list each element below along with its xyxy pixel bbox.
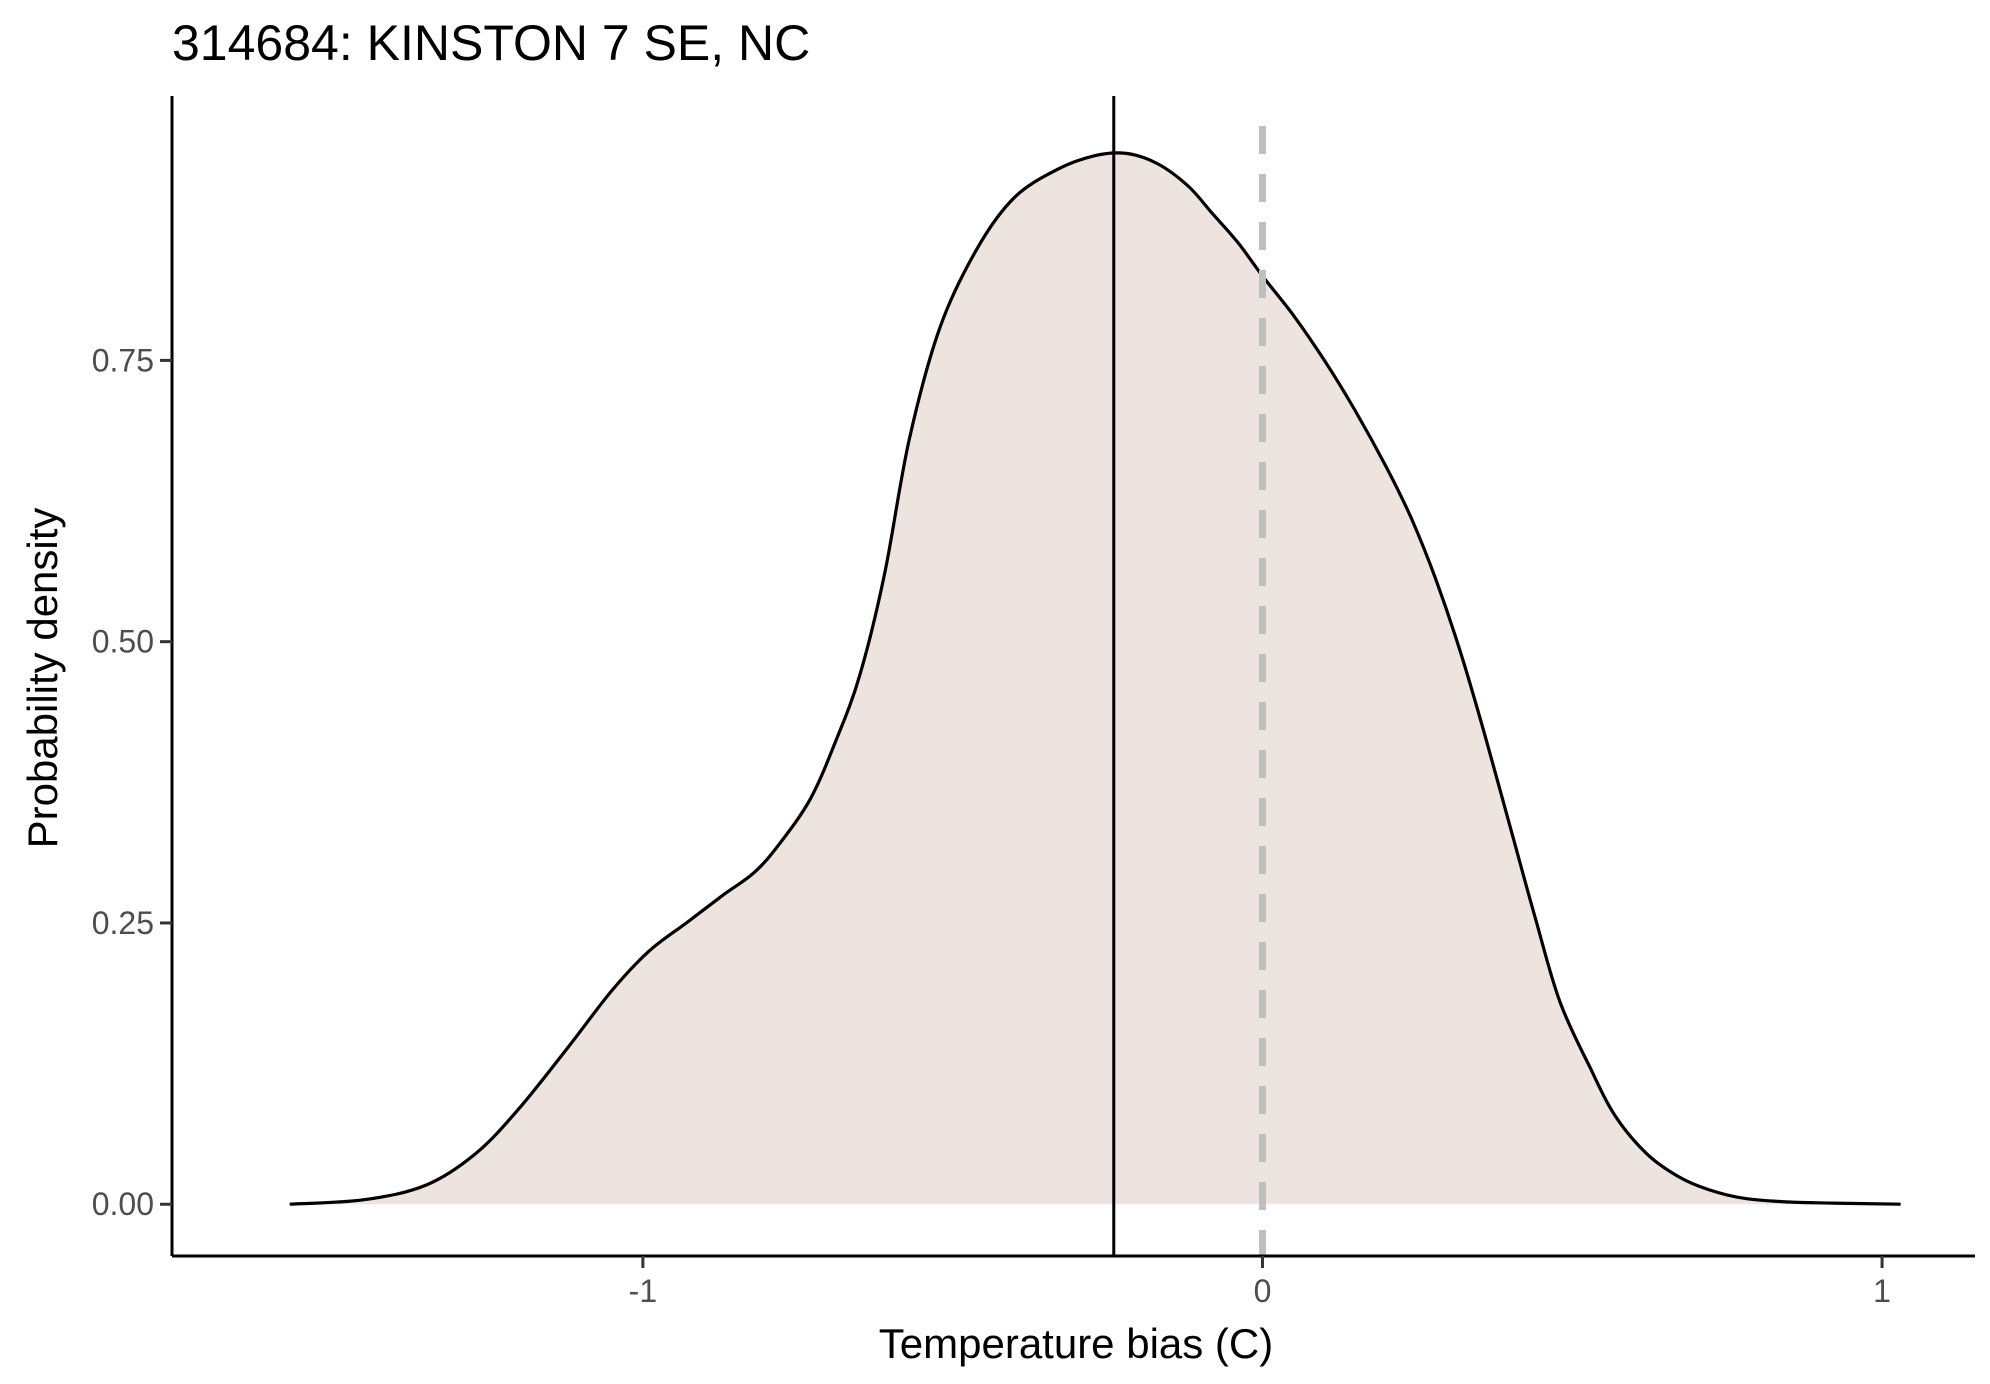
x-tick-label: -1 <box>629 1273 657 1309</box>
x-axis-title: Temperature bias (C) <box>879 1320 1273 1367</box>
plot-area <box>289 96 1901 1256</box>
x-tick-label: 0 <box>1254 1273 1272 1309</box>
y-tick-label: 0.25 <box>92 905 154 941</box>
density-curve <box>289 151 1901 1206</box>
y-axis-title: Probability density <box>19 508 66 849</box>
y-tick-label: 0.50 <box>92 624 154 660</box>
x-tick-label: 1 <box>1873 1273 1891 1309</box>
y-tick-label: 0.75 <box>92 342 154 378</box>
chart-title: 314684: KINSTON 7 SE, NC <box>172 15 810 71</box>
density-area <box>289 152 1901 1205</box>
axes: -1 0 1 0.00 0.25 0.50 0.75 <box>92 96 1975 1309</box>
y-tick-label: 0.00 <box>92 1186 154 1222</box>
